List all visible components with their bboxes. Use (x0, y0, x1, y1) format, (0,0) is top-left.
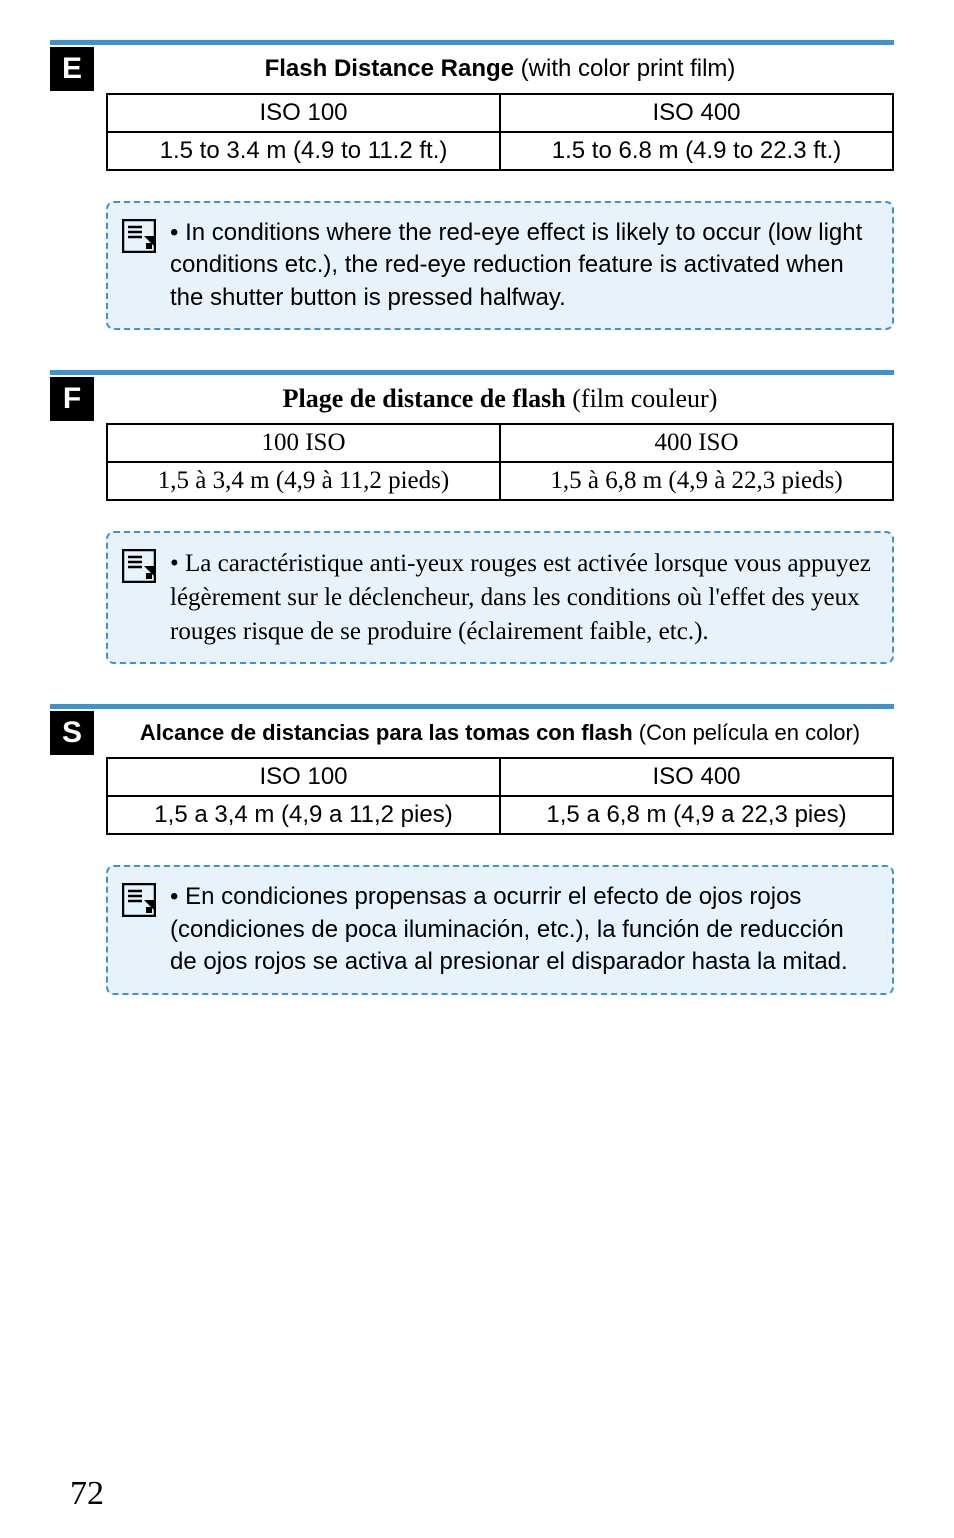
note-text-french: • La caractéristique anti-yeux rouges es… (170, 547, 874, 648)
cell-iso400-header: ISO 400 (500, 758, 893, 796)
title-bold: Flash Distance Range (265, 55, 514, 82)
section-french: F Plage de distance de flash (film coule… (50, 370, 894, 664)
cell-iso400-value: 1,5 à 6,8 m (4,9 à 22,3 pieds) (500, 462, 893, 500)
cell-iso100-header: ISO 100 (107, 94, 500, 132)
table-row: ISO 100 ISO 400 (107, 94, 893, 132)
title-rest: (with color print film) (514, 55, 735, 82)
title-bold: Alcance de distancias para las tomas con… (140, 720, 633, 745)
title-rest: (film couleur) (566, 384, 718, 413)
cell-iso100-value: 1.5 to 3.4 m (4.9 to 11.2 ft.) (107, 132, 500, 170)
note-icon (122, 219, 156, 253)
language-badge-f: F (50, 377, 94, 421)
note-box-spanish: • En condiciones propensas a ocurrir el … (106, 865, 894, 994)
cell-iso400-value: 1,5 a 6,8 m (4,9 a 22,3 pies) (500, 796, 893, 834)
note-icon (122, 549, 156, 583)
note-box-french: • La caractéristique anti-yeux rouges es… (106, 531, 894, 664)
note-text-english: • In conditions where the red-eye effect… (170, 217, 874, 314)
cell-iso100-header: ISO 100 (107, 758, 500, 796)
table-row: ISO 100 ISO 400 (107, 758, 893, 796)
section-rule (50, 370, 894, 375)
language-badge-s: S (50, 711, 94, 755)
table-title-spanish: Alcance de distancias para las tomas con… (106, 720, 894, 746)
note-icon (122, 883, 156, 917)
table-row: 100 ISO 400 ISO (107, 424, 893, 462)
section-rule (50, 40, 894, 45)
flash-range-table-english: ISO 100 ISO 400 1.5 to 3.4 m (4.9 to 11.… (106, 93, 894, 171)
cell-iso400-header: 400 ISO (500, 424, 893, 462)
flash-range-table-french: 100 ISO 400 ISO 1,5 à 3,4 m (4,9 à 11,2 … (106, 423, 894, 501)
section-header: E Flash Distance Range (with color print… (50, 47, 894, 91)
table-row: 1,5 a 3,4 m (4,9 a 11,2 pies) 1,5 a 6,8 … (107, 796, 893, 834)
table-title-english: Flash Distance Range (with color print f… (106, 55, 894, 83)
flash-range-table-spanish: ISO 100 ISO 400 1,5 a 3,4 m (4,9 a 11,2 … (106, 757, 894, 835)
page-number: 72 (70, 1475, 104, 1513)
section-spanish: S Alcance de distancias para las tomas c… (50, 704, 894, 994)
cell-iso100-header: 100 ISO (107, 424, 500, 462)
title-bold: Plage de distance de flash (283, 384, 566, 413)
section-header: S Alcance de distancias para las tomas c… (50, 711, 894, 755)
section-rule (50, 704, 894, 709)
section-header: F Plage de distance de flash (film coule… (50, 377, 894, 421)
note-box-english: • In conditions where the red-eye effect… (106, 201, 894, 330)
note-text-spanish: • En condiciones propensas a ocurrir el … (170, 881, 874, 978)
table-row: 1,5 à 3,4 m (4,9 à 11,2 pieds) 1,5 à 6,8… (107, 462, 893, 500)
title-rest: (Con película en color) (633, 720, 860, 745)
cell-iso400-header: ISO 400 (500, 94, 893, 132)
cell-iso100-value: 1,5 a 3,4 m (4,9 a 11,2 pies) (107, 796, 500, 834)
section-english: E Flash Distance Range (with color print… (50, 40, 894, 330)
cell-iso100-value: 1,5 à 3,4 m (4,9 à 11,2 pieds) (107, 462, 500, 500)
table-title-french: Plage de distance de flash (film couleur… (106, 384, 894, 414)
cell-iso400-value: 1.5 to 6.8 m (4.9 to 22.3 ft.) (500, 132, 893, 170)
table-row: 1.5 to 3.4 m (4.9 to 11.2 ft.) 1.5 to 6.… (107, 132, 893, 170)
language-badge-e: E (50, 47, 94, 91)
